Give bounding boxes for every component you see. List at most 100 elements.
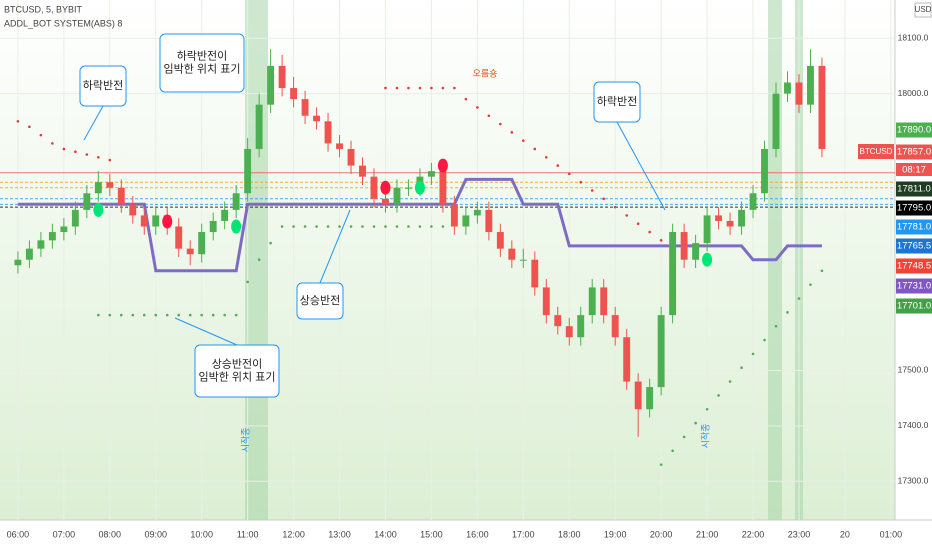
indicator-dot xyxy=(108,158,112,162)
candle-body xyxy=(14,259,22,266)
price-label-box xyxy=(896,122,932,138)
indicator-dot xyxy=(200,313,203,317)
symbol-label: BTCUSD xyxy=(860,147,893,156)
candle-body xyxy=(703,215,711,244)
price-label: 17890.0 xyxy=(897,125,931,136)
indicator-dot xyxy=(384,86,387,90)
callout-pointer xyxy=(319,209,351,284)
candle-body xyxy=(761,148,768,194)
indicator-dot xyxy=(74,150,77,154)
candle-body xyxy=(565,326,573,338)
candle-body xyxy=(209,220,217,233)
indicator-dot xyxy=(407,86,410,90)
price-label-box xyxy=(896,258,932,274)
signal xyxy=(380,180,391,195)
indicator-dot xyxy=(441,225,445,228)
indicator-dot xyxy=(246,280,249,284)
callout-box xyxy=(296,282,344,320)
indicator-dot xyxy=(717,394,720,397)
candle-body xyxy=(485,209,493,233)
candle-body xyxy=(313,115,321,122)
candle-body xyxy=(623,337,631,382)
candle-body xyxy=(611,315,619,338)
price-label-box xyxy=(896,144,932,160)
indicator-dot xyxy=(487,114,491,118)
indicator-dot xyxy=(395,225,399,228)
callout-text: 상승반전이 xyxy=(212,357,263,370)
candle-body xyxy=(359,165,366,177)
indicator-name: ADDL_BOT SYSTEM(ABS) 8 xyxy=(4,18,122,28)
indicator-dot xyxy=(51,142,54,145)
indicator-dot xyxy=(740,366,743,370)
candle-body xyxy=(818,65,826,149)
x-tick-label: 14:00 xyxy=(374,529,397,539)
candle-body xyxy=(301,99,309,116)
price-label-box xyxy=(896,219,932,235)
candle-body xyxy=(542,287,550,316)
callout-text: 하락반전 xyxy=(83,78,123,92)
indicator-dot xyxy=(544,155,548,159)
candle-body xyxy=(669,232,677,316)
indicator-dot xyxy=(659,463,663,466)
indicator-dot xyxy=(142,313,146,317)
trend-line xyxy=(17,177,822,273)
callout-text: 하락반전 xyxy=(597,94,637,108)
y-tick-label: 17400.0 xyxy=(898,420,929,430)
indicator-dot xyxy=(418,86,422,90)
x-tick-label: 17:00 xyxy=(512,529,535,539)
indicator-dot xyxy=(234,313,238,317)
indicator-dot xyxy=(280,225,284,228)
indicator-dot xyxy=(16,119,20,123)
indicator-dot xyxy=(499,122,502,126)
indicator-dot xyxy=(430,225,433,228)
candle-body xyxy=(232,193,240,210)
indicator-dot xyxy=(292,225,295,228)
x-tick-label: 13:00 xyxy=(328,529,351,539)
signal xyxy=(93,202,104,217)
indicator-dot xyxy=(131,313,135,317)
indicator-dot xyxy=(751,352,755,356)
indicator-dot xyxy=(613,205,617,209)
indicator-dot xyxy=(579,180,583,184)
x-tick-label: 16:00 xyxy=(466,529,489,539)
callout-pointer xyxy=(83,105,104,141)
candle-body xyxy=(244,148,252,194)
y-tick-label: 17300.0 xyxy=(898,475,929,485)
x-tick-label: 01:00 xyxy=(880,529,903,539)
callout-text: 임박한 위치 표기 xyxy=(164,62,241,75)
price-label: 17731.0 xyxy=(897,281,931,292)
indicator-dot xyxy=(476,106,479,109)
candle-body xyxy=(680,232,688,260)
candle-body xyxy=(439,171,447,205)
chart-title: BTCUSD, 5, BYBIT xyxy=(4,4,83,14)
candle-body xyxy=(37,240,45,249)
candle-body xyxy=(175,226,183,249)
callout-box xyxy=(194,344,280,398)
price-label-box xyxy=(896,200,932,216)
indicator-dot xyxy=(522,139,525,142)
indicator-dot xyxy=(625,214,628,217)
time-axis xyxy=(0,520,932,550)
indicator-dot xyxy=(39,133,43,137)
price-label-box xyxy=(896,238,932,254)
indicator-dot xyxy=(694,421,697,425)
candle-body xyxy=(405,187,412,189)
candle-body xyxy=(370,176,378,199)
y-tick-label: 18100.0 xyxy=(898,32,929,42)
x-tick-label: 20:00 xyxy=(650,529,673,539)
price-label: 17811.0 xyxy=(897,184,931,195)
price-label: 17701.0 xyxy=(897,301,931,312)
candle-body xyxy=(106,182,114,188)
indicator-dot xyxy=(303,225,307,228)
indicator-dot xyxy=(418,225,422,228)
x-tick-label: 10:00 xyxy=(190,529,213,539)
callout-box xyxy=(159,33,245,93)
indicator-dot xyxy=(441,86,445,90)
candle-body xyxy=(393,187,401,205)
price-label-box xyxy=(896,278,932,294)
indicator-dot xyxy=(567,172,571,176)
candle-body xyxy=(496,232,504,249)
x-tick-label: 18:00 xyxy=(558,529,581,539)
indicator-dot xyxy=(648,230,651,234)
